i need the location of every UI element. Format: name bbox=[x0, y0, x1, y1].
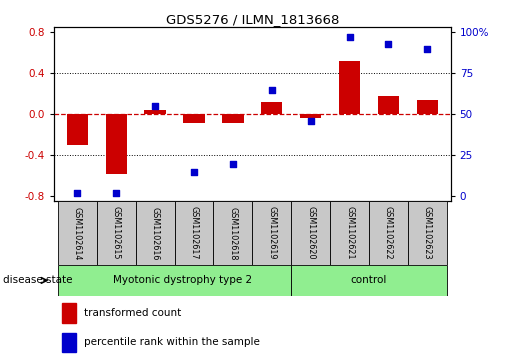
Bar bbox=[67, 114, 88, 145]
Text: disease state: disease state bbox=[3, 276, 72, 285]
Point bbox=[346, 34, 354, 40]
Title: GDS5276 / ILMN_1813668: GDS5276 / ILMN_1813668 bbox=[166, 13, 339, 26]
Bar bbox=[291, 265, 447, 296]
Bar bbox=[62, 303, 76, 322]
Bar bbox=[252, 201, 291, 265]
Bar bbox=[408, 201, 447, 265]
Text: transformed count: transformed count bbox=[84, 308, 181, 318]
Point bbox=[306, 118, 315, 124]
Bar bbox=[291, 201, 330, 265]
Text: GSM1102617: GSM1102617 bbox=[190, 207, 199, 260]
Bar bbox=[97, 201, 136, 265]
Point bbox=[151, 103, 159, 109]
Bar bbox=[58, 201, 97, 265]
Text: GSM1102618: GSM1102618 bbox=[229, 207, 237, 260]
Bar bbox=[175, 201, 214, 265]
Text: GSM1102614: GSM1102614 bbox=[73, 207, 82, 260]
Bar bbox=[136, 201, 175, 265]
Point bbox=[423, 46, 432, 52]
Text: percentile rank within the sample: percentile rank within the sample bbox=[84, 337, 260, 347]
Text: Myotonic dystrophy type 2: Myotonic dystrophy type 2 bbox=[113, 276, 252, 285]
Point bbox=[268, 87, 276, 93]
Text: GSM1102622: GSM1102622 bbox=[384, 207, 393, 260]
Text: GSM1102623: GSM1102623 bbox=[423, 207, 432, 260]
Bar bbox=[369, 201, 408, 265]
Bar bbox=[339, 61, 360, 114]
Bar bbox=[330, 201, 369, 265]
Bar bbox=[58, 265, 291, 296]
Text: control: control bbox=[351, 276, 387, 285]
Text: GSM1102615: GSM1102615 bbox=[112, 207, 121, 260]
Point bbox=[384, 41, 392, 47]
Text: GSM1102621: GSM1102621 bbox=[345, 207, 354, 260]
Bar bbox=[183, 114, 205, 123]
Bar bbox=[222, 114, 244, 123]
Text: GSM1102620: GSM1102620 bbox=[306, 207, 315, 260]
Bar bbox=[62, 333, 76, 352]
Text: GSM1102619: GSM1102619 bbox=[267, 207, 276, 260]
Text: GSM1102616: GSM1102616 bbox=[151, 207, 160, 260]
Point bbox=[112, 190, 121, 196]
Bar bbox=[417, 100, 438, 114]
Bar bbox=[300, 114, 321, 118]
Point bbox=[73, 190, 81, 196]
Point bbox=[190, 169, 198, 175]
Bar bbox=[145, 110, 166, 114]
Bar bbox=[214, 201, 252, 265]
Bar bbox=[377, 96, 399, 114]
Bar bbox=[106, 114, 127, 174]
Bar bbox=[261, 102, 283, 114]
Point bbox=[229, 161, 237, 167]
